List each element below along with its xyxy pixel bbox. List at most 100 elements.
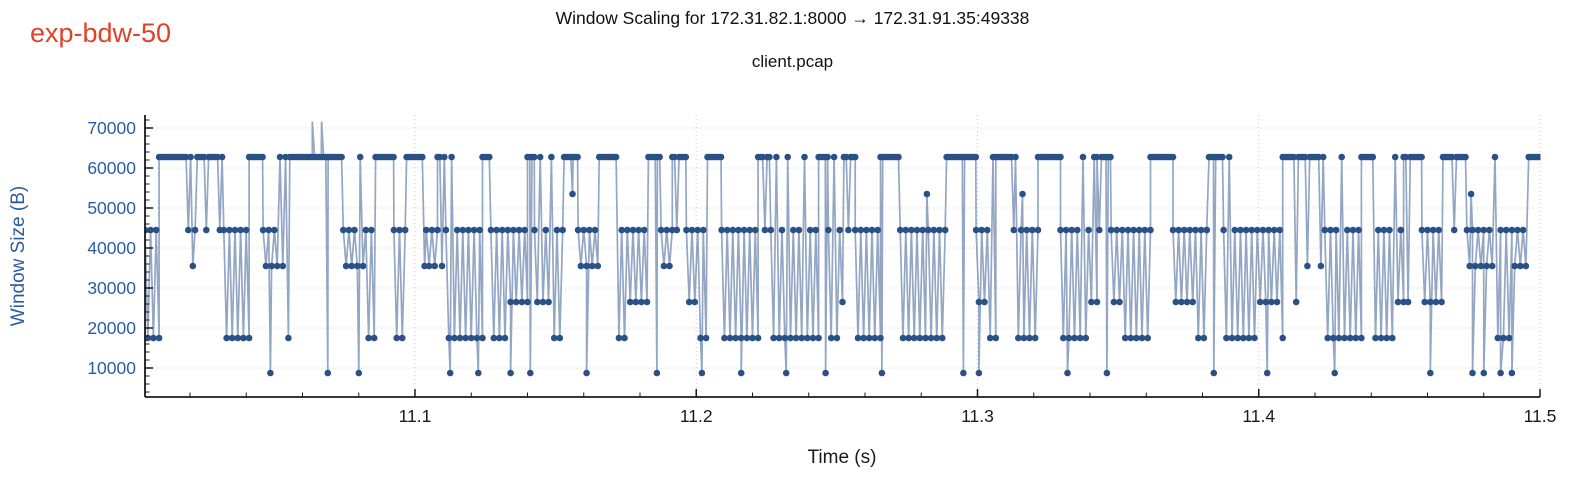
data-point [559, 226, 566, 234]
data-point [1502, 226, 1510, 234]
data-point [863, 226, 870, 234]
data-point [732, 334, 739, 342]
data-point [735, 226, 742, 234]
data-point [1103, 369, 1111, 377]
data-point [1497, 369, 1504, 377]
data-point [1023, 226, 1030, 234]
data-point [1057, 226, 1064, 234]
data-point [240, 334, 247, 342]
data-point [632, 298, 640, 306]
data-point [878, 369, 886, 377]
data-point [1450, 226, 1458, 234]
data-point [1349, 226, 1357, 234]
data-point [792, 334, 800, 342]
data-point [527, 369, 534, 377]
data-point [1192, 226, 1199, 234]
data-point [231, 226, 239, 234]
y-tick-label: 20000 [87, 318, 136, 338]
data-point [473, 334, 481, 342]
data-point [895, 153, 902, 161]
data-point [978, 226, 985, 234]
data-point [1375, 226, 1382, 234]
data-point [265, 226, 273, 234]
data-point [1062, 226, 1070, 234]
data-point [390, 153, 397, 161]
data-point [1522, 262, 1530, 270]
data-point [778, 226, 786, 234]
data-point [775, 334, 783, 342]
data-point [242, 226, 250, 234]
data-point [1511, 262, 1518, 270]
data-point [1096, 226, 1103, 234]
data-point [1435, 226, 1442, 234]
data-point [583, 369, 590, 377]
data-point [1317, 262, 1325, 270]
data-point [874, 226, 881, 234]
data-point [1344, 226, 1351, 234]
data-point [1060, 334, 1067, 342]
data-point [1231, 226, 1239, 234]
data-point [809, 334, 817, 342]
data-point [981, 298, 988, 306]
y-tick-label: 40000 [87, 238, 136, 258]
data-point [972, 153, 980, 161]
data-point [939, 334, 946, 342]
data-point [1427, 369, 1434, 377]
data-point [913, 226, 921, 234]
data-point [1432, 298, 1440, 306]
data-point [729, 226, 737, 234]
data-point [548, 153, 555, 161]
x-tick-label: 11.1 [399, 406, 432, 426]
data-point [700, 226, 707, 234]
data-point [445, 334, 453, 342]
data-point [1175, 226, 1182, 234]
tick-labels: 11.1 11.2 11.3 11.4 11.5 10000 20000 30000 40000… [87, 118, 1556, 426]
data-point [1273, 298, 1281, 306]
data-point [531, 153, 538, 161]
data-point [1121, 334, 1129, 342]
data-point [583, 262, 590, 270]
data-point [1240, 334, 1247, 342]
data-point [1178, 298, 1185, 306]
data-point [351, 226, 358, 234]
data-point [228, 334, 236, 342]
data-point [245, 334, 253, 342]
y-tick-label: 60000 [87, 158, 136, 178]
data-point [324, 369, 332, 377]
data-point [218, 153, 226, 161]
data-point [1341, 334, 1348, 342]
data-point [825, 226, 832, 234]
data-point [1135, 226, 1143, 234]
data-point [419, 153, 426, 161]
data-point [1404, 298, 1412, 306]
data-point [1119, 226, 1126, 234]
data-point [365, 334, 372, 342]
data-point [936, 226, 943, 234]
data-point [531, 226, 538, 234]
data-point [851, 153, 859, 161]
data-point [770, 334, 777, 342]
data-point [1076, 334, 1084, 342]
data-point [1012, 153, 1019, 161]
data-point [187, 153, 194, 161]
data-point [930, 226, 938, 234]
data-point [1071, 334, 1078, 342]
data-point [580, 226, 587, 234]
data-point [1380, 226, 1388, 234]
data-point [1389, 334, 1396, 342]
data-point [467, 334, 475, 342]
data-point [534, 298, 541, 306]
data-point [465, 226, 472, 234]
data-point [923, 190, 931, 198]
data-point [536, 153, 544, 161]
data-point [1438, 298, 1445, 306]
y-tick-label: 30000 [87, 278, 136, 298]
data-point [393, 334, 401, 342]
data-point [688, 226, 696, 234]
data-point [643, 298, 651, 306]
data-point [682, 153, 690, 161]
data-point [1462, 153, 1469, 161]
data-point [1358, 334, 1365, 342]
